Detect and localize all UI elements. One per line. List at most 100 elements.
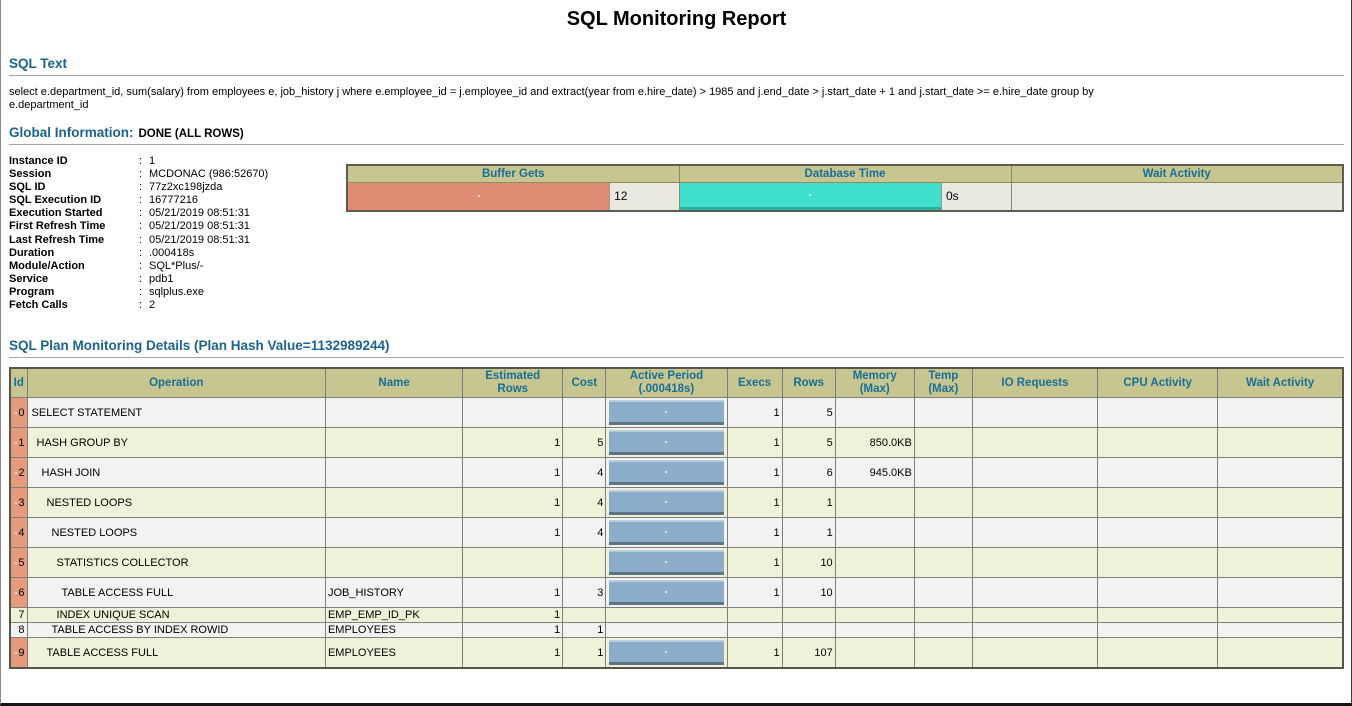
sql-query-text: select e.department_id, sum(salary) from…: [9, 86, 1094, 111]
global-info-item: Program : sqlplus.exe: [9, 286, 346, 299]
active-period-bar[interactable]: [609, 400, 724, 426]
id-dot-icon: [15, 591, 17, 594]
global-info-item: Session : MCDONAC (986:52670): [9, 168, 346, 181]
buffer-gets-value: 12: [609, 182, 678, 210]
id-number: 8: [18, 624, 25, 637]
global-information-label: Global Information:: [9, 125, 134, 140]
cell-cpu-activity: [1097, 517, 1219, 549]
plan-column-header: Temp (Max): [913, 367, 973, 399]
cell-rows: [781, 607, 836, 624]
cell-operation: STATISTICS COLLECTOR: [26, 547, 326, 579]
bar-dot-icon: [665, 441, 668, 444]
cell-active-period: [605, 487, 728, 519]
active-period-bar[interactable]: [609, 460, 724, 486]
cell-io-requests: [971, 577, 1099, 609]
cell-execs: [726, 607, 783, 624]
buffer-gets-bar[interactable]: [348, 182, 610, 210]
cell-active-period: [605, 622, 728, 639]
cell-wait-activity: [1217, 607, 1344, 624]
id-number: 2: [18, 466, 25, 479]
cell-rows: 6: [781, 457, 836, 489]
global-info-separator: :: [139, 155, 143, 167]
plan-table-row: 7 INDEX UNIQUE SCAN EMP_EMP_ID_PK 1: [9, 607, 1344, 624]
active-period-bar[interactable]: [609, 640, 724, 666]
cell-memory-max: [834, 397, 915, 429]
bar-dot-icon: [477, 195, 480, 198]
cell-operation: INDEX UNIQUE SCAN: [26, 607, 326, 624]
cell-memory-max: [834, 487, 915, 519]
plan-details-heading: SQL Plan Monitoring Details (Plan Hash V…: [9, 338, 390, 354]
cell-cpu-activity: [1097, 607, 1219, 624]
global-info-item: First Refresh Time : 05/21/2019 08:51:31: [9, 220, 346, 233]
cell-execs: 1: [726, 547, 783, 579]
global-info-item: Module/Action : SQL*Plus/-: [9, 260, 346, 273]
summary-header-row: Buffer Gets Database Time Wait Activity: [346, 164, 1344, 183]
cell-active-period: [605, 607, 728, 624]
global-info-separator: :: [139, 207, 143, 220]
active-period-bar[interactable]: [609, 580, 724, 606]
database-time-header: Database Time: [678, 164, 1012, 183]
bar-dot-icon: [665, 471, 668, 474]
global-info-item: SQL ID : 77z2xc198jzda: [9, 181, 346, 194]
cell-rows: 1: [781, 517, 836, 549]
active-period-bar[interactable]: [609, 550, 724, 576]
active-period-bar[interactable]: [609, 430, 724, 456]
cell-name: JOB_HISTORY: [324, 577, 464, 609]
page-title: SQL Monitoring Report: [566, 8, 787, 30]
bar-dot-icon: [665, 561, 668, 564]
cell-io-requests: [971, 547, 1099, 579]
global-information-heading: Global Information: DONE (ALL ROWS): [9, 125, 1344, 140]
plan-column-header: Name: [324, 367, 464, 399]
cell-estimated-rows: 1: [462, 517, 564, 549]
section-divider: [9, 357, 1344, 359]
cell-wait-activity: [1217, 487, 1344, 519]
buffer-gets-header: Buffer Gets: [346, 164, 680, 183]
plan-table-row: 5 STATISTICS COLLECTOR 1 10: [9, 547, 1344, 579]
id-dot-icon: [15, 531, 17, 534]
plan-table-row: 4 NESTED LOOPS 1 4 1 1: [9, 517, 1344, 549]
cell-name: [324, 457, 464, 489]
status-badge: DONE (ALL ROWS): [138, 128, 244, 140]
buffer-gets-cell: 12: [346, 181, 680, 212]
cell-wait-activity: [1217, 397, 1344, 429]
cell-active-period: [605, 427, 728, 459]
cell-rows: 1: [781, 487, 836, 519]
cell-operation: TABLE ACCESS BY INDEX ROWID: [26, 622, 326, 639]
cell-cost: 4: [562, 457, 607, 489]
global-info-separator: :: [139, 233, 143, 246]
cell-io-requests: [971, 397, 1099, 429]
cell-wait-activity: [1217, 622, 1344, 639]
plan-column-header: Id: [9, 367, 28, 399]
summary-value-row: 12 0s: [346, 181, 1344, 212]
global-info-label: Session: [9, 168, 52, 181]
cell-execs: 1: [726, 457, 783, 489]
global-info-value: MCDONAC (986:52670): [149, 168, 269, 181]
cell-memory-max: [834, 607, 915, 624]
wait-activity-header: Wait Activity: [1010, 164, 1344, 183]
cell-id: 1: [9, 427, 28, 459]
cell-execs: 1: [726, 487, 783, 519]
cell-cost: [562, 397, 607, 429]
cell-memory-max: 945.0KB: [834, 457, 915, 489]
cell-estimated-rows: 1: [462, 457, 564, 489]
id-number: 1: [18, 436, 25, 449]
cell-cpu-activity: [1097, 577, 1219, 609]
cell-id: 0: [9, 397, 28, 429]
cell-cost: 1: [562, 637, 607, 669]
database-time-bar[interactable]: [679, 182, 941, 210]
id-dot-icon: [15, 651, 17, 654]
active-period-bar[interactable]: [609, 490, 724, 516]
wait-activity-inner: [1012, 183, 1343, 211]
plan-column-header: Operation: [26, 367, 326, 399]
global-info-value: 05/21/2019 08:51:31: [149, 233, 250, 246]
cell-cost: 4: [562, 517, 607, 549]
global-info-separator: :: [139, 168, 143, 181]
summary-metrics: Buffer Gets Database Time Wait Activity …: [346, 164, 1344, 312]
cell-id: 6: [9, 577, 28, 609]
active-period-bar[interactable]: [609, 520, 724, 546]
cell-estimated-rows: 1: [462, 427, 564, 459]
bar-dot-icon: [665, 651, 668, 654]
plan-table-row: 1 HASH GROUP BY 1 5 1 5 850.0KB: [9, 427, 1344, 459]
cell-rows: 5: [781, 427, 836, 459]
global-information-section: Global Information: DONE (ALL ROWS) Insta…: [9, 125, 1344, 312]
